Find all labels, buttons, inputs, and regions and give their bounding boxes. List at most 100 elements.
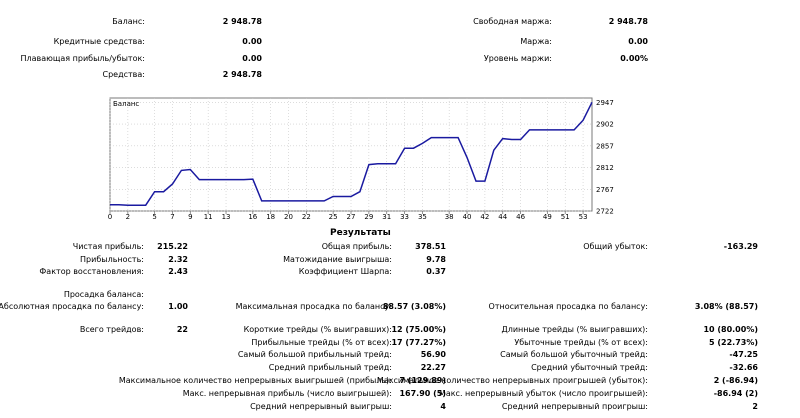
x-tick-label: 44 [498,213,507,221]
x-tick-label: 25 [329,213,338,221]
profit-trades-value: 17 (77.27%) [391,338,446,347]
x-tick-label: 40 [463,213,472,221]
x-tick-label: 53 [579,213,588,221]
x-tick-label: 9 [188,213,192,221]
x-tick-label: 49 [543,213,552,221]
floating-pl-value: 0.00 [242,54,262,63]
margin-label: Маржа: [520,37,552,46]
largest-profit-value: 56.90 [420,350,446,359]
abs-drawdown-value: 1.00 [168,302,188,311]
balance-label: Баланс: [112,17,145,26]
credit-value: 0.00 [242,37,262,46]
margin-level-label: Уровень маржи: [483,54,552,63]
long-trades-value: 10 (80.00%) [703,325,758,334]
max-consec-losses-value: 2 (-86.94) [713,376,758,385]
total-trades-value: 22 [176,325,188,334]
x-tick-label: 38 [445,213,454,221]
max-consec-wins-value: 7 (129.89) [399,376,446,385]
avg-loss-value: -32.66 [729,363,758,372]
net-profit-label: Чистая прибыль: [72,242,144,251]
recovery-factor-value: 2.43 [168,267,188,276]
recovery-factor-label: Фактор восстановления: [39,267,144,276]
avg-consec-wins-label: Средний непрерывный выигрыш: [250,402,392,411]
avg-consec-wins-value: 4 [440,402,446,411]
y-tick-label: 2722 [596,208,614,216]
x-tick-label: 22 [302,213,311,221]
avg-profit-label: Средний прибыльный трейд: [268,363,392,372]
max-drawdown-label: Максимальная просадка по балансу: [235,302,392,311]
x-tick-label: 31 [382,213,391,221]
x-tick-label: 33 [400,213,409,221]
x-tick-label: 13 [222,213,231,221]
expected-payoff-value: 9.78 [426,255,446,264]
x-tick-label: 51 [561,213,570,221]
profitability-value: 2.32 [168,255,188,264]
y-tick-label: 2767 [596,186,614,194]
x-tick-label: 46 [516,213,525,221]
x-tick-label: 16 [248,213,257,221]
balance-value: 2 948.78 [222,17,262,26]
x-tick-label: 29 [364,213,373,221]
balance-series-line [110,101,593,206]
x-tick-label: 20 [284,213,293,221]
drawdown-heading: Просадка баланса: [63,290,144,299]
rel-drawdown-label: Относительная просадка по балансу: [488,302,648,311]
rel-drawdown-value: 3.08% (88.57) [694,302,758,311]
avg-profit-value: 22.27 [420,363,446,372]
x-tick-label: 35 [418,213,427,221]
chart-title: Баланс [113,100,139,108]
max-drawdown-value: 88.57 (3.08%) [382,302,446,311]
long-trades-label: Длинные трейды (% выигравших): [501,325,648,334]
x-tick-label: 11 [204,213,213,221]
max-consec-profit-value: 167.90 (5) [399,389,446,398]
y-tick-label: 2947 [596,99,614,107]
abs-drawdown-label: Абсолютная просадка по балансу: [0,302,144,311]
gross-profit-value: 378.51 [415,242,446,251]
expected-payoff-label: Матожидание выигрыша: [283,255,392,264]
max-consec-loss-label: Макс. непрерывный убыток (число проигрыш… [438,389,648,398]
margin-value: 0.00 [628,37,648,46]
y-tick-label: 2857 [596,142,614,150]
largest-loss-label: Самый большой убыточный трейд: [500,350,648,359]
avg-consec-losses-label: Средний непрерывный проигрыш: [501,402,648,411]
largest-profit-label: Самый большой прибыльный трейд: [237,350,392,359]
loss-trades-value: 5 (22.73%) [709,338,758,347]
equity-label: Средства: [102,70,146,79]
free-margin-value: 2 948.78 [608,17,648,26]
total-trades-label: Всего трейдов: [79,325,144,334]
floating-pl-label: Плавающая прибыль/убыток: [20,54,145,63]
credit-label: Кредитные средства: [53,37,145,46]
max-consec-profit-label: Макс. непрерывная прибыль (число выигрыш… [182,389,392,398]
gross-loss-value: -163.29 [723,242,758,251]
x-tick-label: 7 [170,213,174,221]
gross-loss-label: Общий убыток: [583,242,648,251]
equity-value: 2 948.78 [222,70,262,79]
x-tick-label: 18 [266,213,275,221]
net-profit-value: 215.22 [157,242,188,251]
x-tick-label: 42 [480,213,489,221]
short-trades-label: Короткие трейды (% выигравших): [243,325,392,334]
x-tick-label: 27 [347,213,356,221]
loss-trades-label: Убыточные трейды (% от всех): [514,338,648,347]
short-trades-value: 12 (75.00%) [391,325,446,334]
avg-consec-losses-value: 2 [752,402,758,411]
free-margin-label: Свободная маржа: [473,17,552,26]
x-tick-label: 2 [126,213,130,221]
results-title: Результаты [330,228,391,238]
sharpe-label: Коэффициент Шарпа: [298,267,392,276]
sharpe-value: 0.37 [426,267,446,276]
max-consec-losses-label: Максимальное количество непрерывных прои… [376,376,648,385]
max-consec-wins-label: Максимальное количество непрерывных выиг… [118,376,392,385]
x-tick-label: 0 [108,213,112,221]
avg-loss-label: Средний убыточный трейд: [531,363,648,372]
x-tick-label: 5 [152,213,156,221]
largest-loss-value: -47.25 [729,350,758,359]
gross-profit-label: Общая прибыль: [321,242,392,251]
margin-level-value: 0.00% [620,54,648,63]
y-tick-label: 2812 [596,164,614,172]
profitability-label: Прибыльность: [80,255,144,264]
y-tick-label: 2902 [596,121,614,129]
profit-trades-label: Прибыльные трейды (% от всех): [251,338,392,347]
max-consec-loss-value: -86.94 (2) [713,389,758,398]
